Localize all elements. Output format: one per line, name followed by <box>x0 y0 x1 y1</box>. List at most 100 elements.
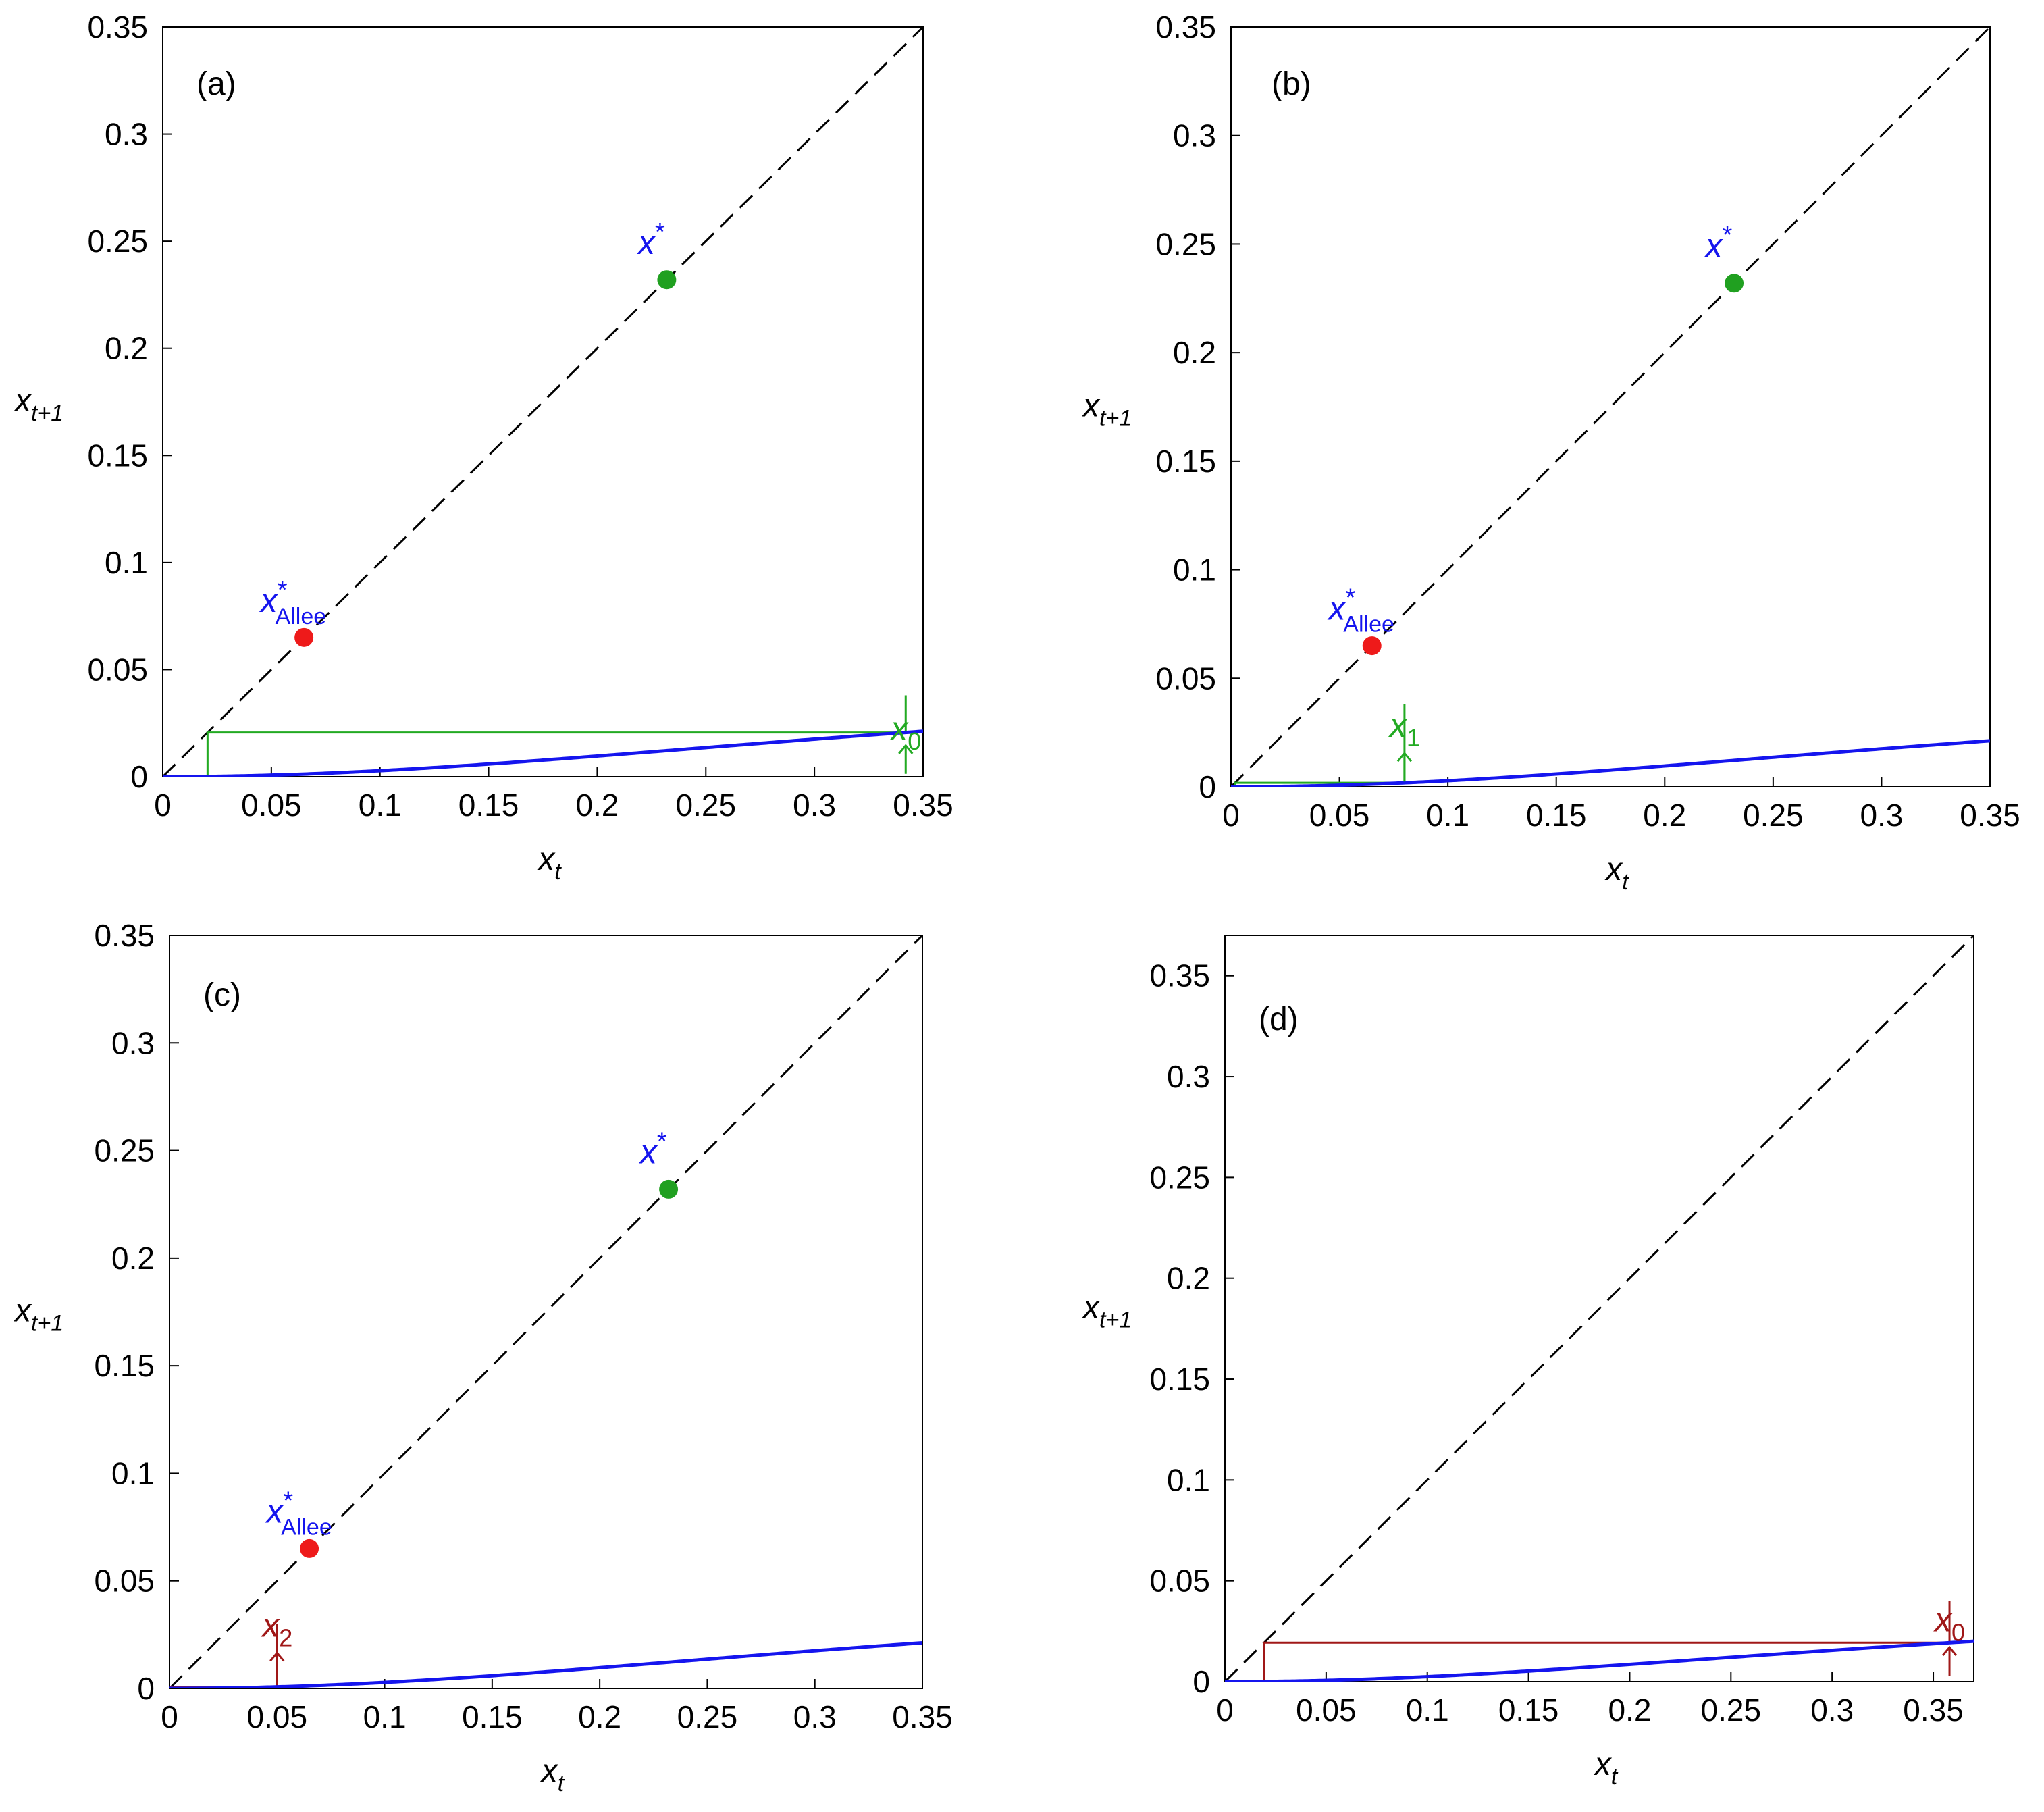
y-tick-label: 0.05 <box>87 652 148 687</box>
stable-equilibrium-point <box>657 270 677 290</box>
x-tick-label: 0.15 <box>462 1699 523 1734</box>
initial-condition-arrow-icon <box>1396 751 1413 782</box>
panel-label: (b) <box>1272 66 1311 102</box>
x-tick-label: 0.25 <box>677 1699 738 1734</box>
allee-equilibrium-point <box>294 627 314 647</box>
x-tick-label: 0.1 <box>1406 1692 1449 1728</box>
initial-condition-label: x0 <box>1933 1601 1965 1646</box>
panel-c: 0 0.05 0.1 0.15 0.2 0.25 0.3 0.35 0 0.05 0.1 0.15 0.… <box>14 918 953 1796</box>
y-tick-label: 0.2 <box>1173 335 1216 370</box>
x-tick-label: 0.15 <box>1498 1692 1559 1728</box>
y-tick-label: 0.15 <box>87 438 148 473</box>
y-axis-label: xt+1 <box>14 383 63 426</box>
stable-equilibrium-label: x* <box>1704 222 1733 265</box>
x-axis-label: xt <box>537 842 562 885</box>
initial-condition-label: x2 <box>261 1607 292 1652</box>
identity-diagonal <box>1231 27 1990 787</box>
y-tick-label: 0.05 <box>1155 661 1216 696</box>
x-tick-label: 0.05 <box>1309 798 1370 833</box>
y-tick-label: 0.2 <box>1167 1261 1210 1296</box>
cobweb-path <box>169 1624 278 1688</box>
x-tick-label: 0.25 <box>1701 1692 1762 1728</box>
map-curve <box>169 1640 922 1688</box>
y-tick-label: 0.3 <box>105 117 148 152</box>
x-tick-label: 0 <box>161 1699 178 1734</box>
y-tick-label: 0.25 <box>87 224 148 259</box>
y-tick-label: 0.1 <box>111 1455 155 1491</box>
allee-equilibrium-point <box>300 1538 319 1558</box>
y-tick-label: 0.2 <box>105 331 148 366</box>
x-tick-label: 0.35 <box>1903 1692 1964 1728</box>
x-tick-label: 0.3 <box>1860 798 1903 833</box>
y-tick-label: 0.1 <box>105 545 148 580</box>
identity-diagonal <box>169 935 922 1688</box>
x-tick-label: 0.05 <box>247 1699 308 1734</box>
x-tick-label: 0.2 <box>1608 1692 1651 1728</box>
y-tick-label: 0.15 <box>94 1348 155 1383</box>
x-tick-label: 0.25 <box>1743 798 1804 833</box>
x-tick-label: 0.15 <box>1526 798 1587 833</box>
stable-equilibrium-point <box>659 1179 679 1199</box>
y-tick-label: 0.3 <box>1173 118 1216 153</box>
y-tick-label: 0.3 <box>111 1025 155 1060</box>
y-tick-label: 0.1 <box>1173 552 1216 588</box>
y-tick-label: 0.35 <box>87 9 148 45</box>
y-tick-label: 0 <box>130 759 148 794</box>
y-axis-label: xt+1 <box>14 1293 63 1337</box>
x-tick-label: 0.3 <box>1810 1692 1854 1728</box>
y-tick-label: 0.15 <box>1155 444 1216 479</box>
y-tick-label: 0 <box>1199 769 1216 804</box>
panel-b: 0 0.05 0.1 0.15 0.2 0.25 0.3 0.35 0 0.05 0.1 0.15 0.… <box>1082 9 2020 895</box>
y-tick-label: 0.25 <box>1149 1160 1210 1195</box>
y-tick-label: 0.35 <box>1155 9 1216 45</box>
panel-label: (c) <box>203 977 241 1013</box>
x-axis-label: xt <box>540 1753 565 1796</box>
y-tick-label: 0.05 <box>1149 1563 1210 1599</box>
initial-condition-arrow-icon <box>898 744 914 774</box>
plot-frame <box>1224 935 1974 1682</box>
plot-frame <box>1230 26 1991 787</box>
x-tick-label: 0.35 <box>892 1699 953 1734</box>
x-tick-label: 0.1 <box>363 1699 407 1734</box>
y-tick-label: 0.25 <box>94 1133 155 1168</box>
x-tick-label: 0.05 <box>241 787 302 823</box>
x-tick-label: 0.35 <box>893 787 953 823</box>
plot-frame <box>169 935 923 1689</box>
cobweb-path <box>1225 1601 1951 1682</box>
identity-diagonal <box>163 27 923 777</box>
identity-diagonal <box>1225 935 1974 1682</box>
y-tick-label: 0.35 <box>94 918 155 953</box>
initial-condition-arrow-icon <box>1941 1645 1958 1676</box>
map-curve <box>1231 739 1990 787</box>
x-tick-label: 0.15 <box>458 787 519 823</box>
x-tick-label: 0.2 <box>578 1699 621 1734</box>
x-axis-label: xt <box>1604 852 1629 895</box>
x-axis-label: xt <box>1594 1746 1619 1790</box>
y-tick-label: 0.2 <box>111 1241 155 1276</box>
y-tick-label: 0.1 <box>1167 1462 1210 1497</box>
x-tick-label: 0 <box>1216 1692 1234 1728</box>
panel-label: (d) <box>1259 1002 1299 1037</box>
x-tick-label: 0.1 <box>359 787 402 823</box>
x-tick-label: 0.3 <box>793 1699 837 1734</box>
y-tick-label: 0.05 <box>94 1563 155 1599</box>
allee-threshold-label: x* Allee <box>259 576 326 629</box>
y-tick-label: 0.25 <box>1155 226 1216 261</box>
y-tick-label: 0.15 <box>1149 1362 1210 1397</box>
plot-frame <box>162 26 924 777</box>
map-curve <box>1225 1639 1974 1682</box>
stable-equilibrium-label: x* <box>637 218 665 261</box>
y-tick-label: 0 <box>137 1671 155 1706</box>
y-tick-label: 0 <box>1193 1664 1210 1699</box>
x-tick-label: 0 <box>154 787 172 823</box>
y-axis-label: xt+1 <box>1082 1290 1132 1333</box>
cobweb-path <box>1231 704 1406 787</box>
x-tick-label: 0.35 <box>1960 798 2020 833</box>
map-curve <box>163 729 923 777</box>
x-tick-label: 0.05 <box>1296 1692 1357 1728</box>
x-tick-label: 0.25 <box>676 787 737 823</box>
y-axis-label: xt+1 <box>1082 388 1132 432</box>
x-tick-label: 0.3 <box>793 787 836 823</box>
y-tick-label: 0.35 <box>1149 958 1210 993</box>
